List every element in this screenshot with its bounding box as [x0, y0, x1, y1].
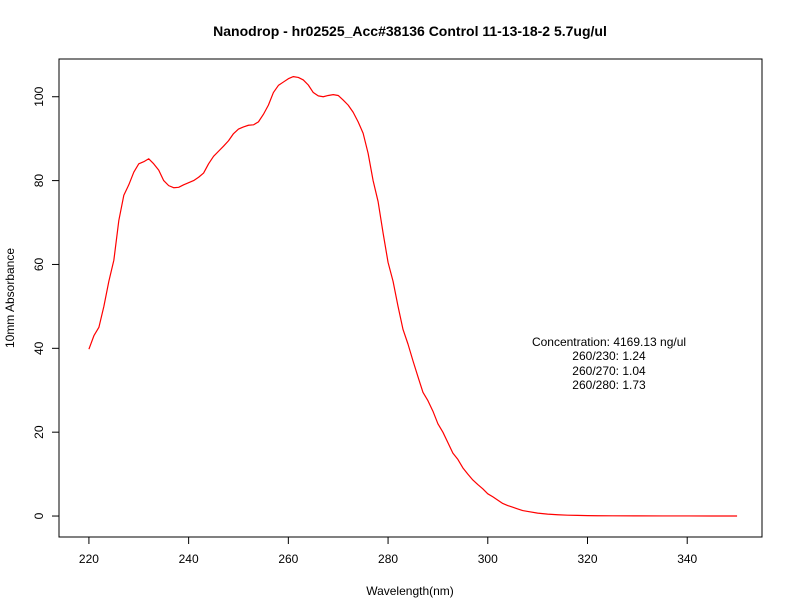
ratio-260-280-annotation: 260/280: 1.73: [572, 378, 646, 392]
absorbance-series-line: [88, 76, 738, 517]
x-tick-label: 240: [179, 552, 199, 566]
y-tick-label: 0: [32, 512, 46, 519]
ratio-260-230-annotation: 260/230: 1.24: [572, 349, 646, 363]
series-layer: [88, 76, 738, 517]
y-tick-label: 80: [32, 174, 46, 188]
x-tick-label: 260: [278, 552, 298, 566]
concentration-annotation: Concentration: 4169.13 ng/ul: [532, 335, 686, 349]
x-tick-label: 280: [378, 552, 398, 566]
y-tick-label: 20: [32, 425, 46, 439]
y-axis: 0 20 40 60 80 100: [32, 86, 59, 519]
plot-frame: [58, 58, 763, 538]
x-axis: 220 240 260 280 300 320 340: [79, 537, 698, 566]
x-tick-label: 300: [478, 552, 498, 566]
x-tick-label: 340: [677, 552, 697, 566]
ratio-260-270-annotation: 260/270: 1.04: [572, 364, 646, 378]
stats-annotation: Concentration: 4169.13 ng/ul 260/230: 1.…: [532, 335, 686, 392]
y-tick-label: 40: [32, 341, 46, 355]
y-tick-label: 100: [32, 86, 46, 106]
x-tick-label: 220: [79, 552, 99, 566]
x-axis-label: Wavelength(nm): [366, 584, 454, 598]
x-tick-label: 320: [577, 552, 597, 566]
y-tick-label: 60: [32, 257, 46, 271]
chart-title: Nanodrop - hr02525_Acc#38136 Control 11-…: [213, 23, 607, 39]
y-axis-label: 10mm Absorbance: [3, 248, 17, 348]
